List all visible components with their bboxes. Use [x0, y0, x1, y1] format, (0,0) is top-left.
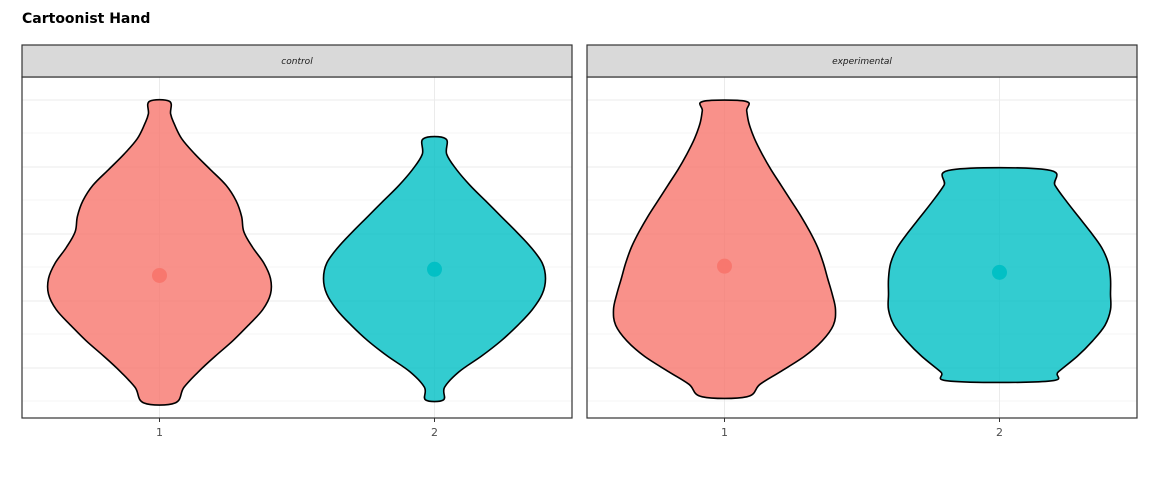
facet-panel-control: control 1 2: [21, 44, 573, 439]
mean-point-experimental-2: [992, 264, 1007, 280]
x-tick-label: 1: [721, 426, 728, 439]
x-tick-label: 1: [156, 426, 163, 439]
mean-point-control-1: [152, 267, 167, 283]
facet-strip-label: control: [281, 57, 313, 67]
facet-panel-experimental: experimental 1 2: [586, 44, 1138, 439]
chart-title: Cartoonist Hand: [22, 11, 151, 27]
violin-experimental-1: [612, 99, 837, 400]
facet-strip-label: experimental: [832, 57, 892, 67]
violin-control-1: [46, 98, 273, 406]
mean-point-experimental-1: [717, 258, 732, 274]
mean-point-control-2: [427, 261, 442, 277]
x-tick-label: 2: [431, 426, 438, 439]
x-tick-label: 2: [996, 426, 1003, 439]
facet-strip: [586, 44, 1138, 78]
facet-strip: [21, 44, 573, 78]
